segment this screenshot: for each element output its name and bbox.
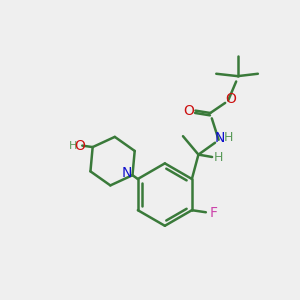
Text: H: H [69,141,77,151]
Text: N: N [214,131,225,145]
Text: N: N [122,166,132,180]
Text: O: O [183,103,194,118]
Text: O: O [226,92,237,106]
Text: O: O [74,139,85,153]
Text: H: H [224,131,233,145]
Text: H: H [214,151,223,164]
Text: F: F [210,206,218,220]
